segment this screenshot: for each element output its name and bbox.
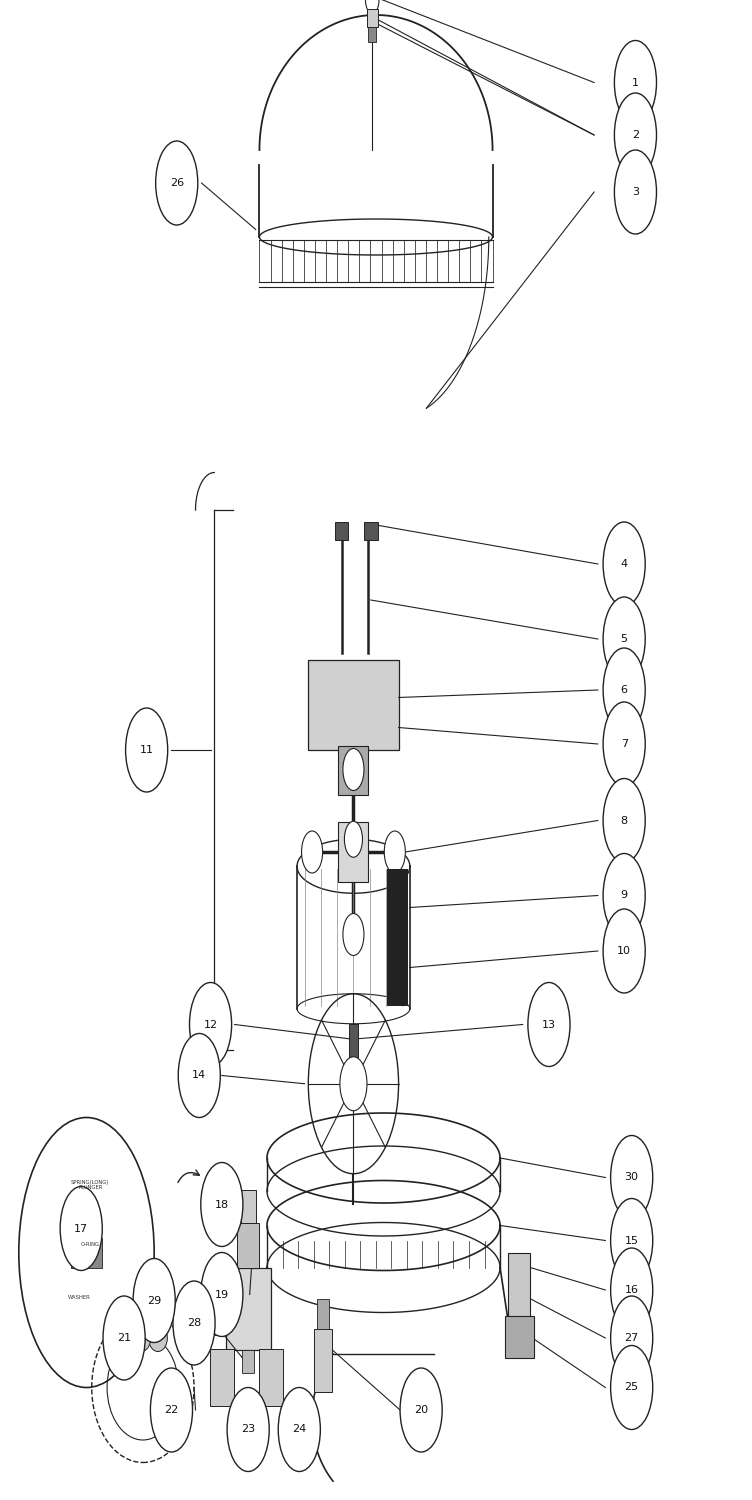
Circle shape bbox=[603, 853, 645, 938]
Circle shape bbox=[150, 1368, 193, 1452]
Circle shape bbox=[278, 1388, 320, 1472]
Circle shape bbox=[340, 1058, 367, 1110]
Text: 20: 20 bbox=[414, 1406, 428, 1414]
Text: 11: 11 bbox=[140, 746, 153, 754]
Circle shape bbox=[614, 150, 656, 234]
Text: WASHER: WASHER bbox=[68, 1294, 90, 1300]
Text: 23: 23 bbox=[241, 1425, 255, 1434]
Text: SPRING(LONG)
PLUNGER: SPRING(LONG) PLUNGER bbox=[71, 1179, 110, 1191]
Circle shape bbox=[400, 1368, 442, 1452]
Circle shape bbox=[173, 1281, 215, 1365]
Bar bbox=[308, 660, 399, 750]
Text: 27: 27 bbox=[625, 1334, 638, 1342]
Circle shape bbox=[343, 748, 364, 790]
Circle shape bbox=[103, 1296, 145, 1380]
Circle shape bbox=[19, 1118, 154, 1388]
Bar bbox=[71, 1238, 102, 1268]
Circle shape bbox=[603, 778, 645, 862]
Circle shape bbox=[614, 93, 656, 177]
Bar bbox=[242, 1350, 254, 1372]
Bar bbox=[210, 1348, 234, 1406]
Circle shape bbox=[302, 831, 323, 873]
Text: 26: 26 bbox=[170, 178, 183, 188]
Circle shape bbox=[201, 1162, 243, 1246]
Text: 8: 8 bbox=[620, 816, 628, 825]
Circle shape bbox=[156, 141, 198, 225]
Text: 13: 13 bbox=[542, 1020, 556, 1029]
Circle shape bbox=[190, 982, 232, 1066]
Text: 16: 16 bbox=[625, 1286, 638, 1294]
Text: 28: 28 bbox=[187, 1318, 201, 1328]
Text: 3: 3 bbox=[632, 188, 639, 196]
Circle shape bbox=[201, 1252, 243, 1336]
Circle shape bbox=[365, 0, 379, 13]
Bar bbox=[241, 1190, 256, 1222]
Bar bbox=[317, 1299, 329, 1329]
Ellipse shape bbox=[115, 1324, 134, 1352]
Bar bbox=[237, 1222, 259, 1268]
Bar bbox=[259, 1348, 283, 1406]
Bar bbox=[314, 1329, 332, 1392]
Text: 17: 17 bbox=[74, 1224, 88, 1233]
Bar bbox=[364, 522, 378, 540]
Text: 12: 12 bbox=[204, 1020, 217, 1029]
Ellipse shape bbox=[148, 1324, 167, 1352]
Circle shape bbox=[614, 40, 656, 125]
Circle shape bbox=[603, 648, 645, 732]
Circle shape bbox=[611, 1136, 653, 1220]
Circle shape bbox=[343, 914, 364, 956]
Text: 2: 2 bbox=[632, 130, 639, 140]
Text: 10: 10 bbox=[617, 946, 631, 956]
Text: 24: 24 bbox=[293, 1425, 306, 1434]
Text: 21: 21 bbox=[117, 1334, 131, 1342]
Circle shape bbox=[133, 1258, 175, 1342]
Text: 5: 5 bbox=[620, 634, 628, 644]
Bar bbox=[335, 522, 348, 540]
Circle shape bbox=[603, 597, 645, 681]
Text: O-RING: O-RING bbox=[80, 1242, 100, 1248]
Text: 19: 19 bbox=[215, 1290, 229, 1299]
Bar bbox=[338, 746, 368, 795]
Circle shape bbox=[611, 1248, 653, 1332]
Circle shape bbox=[603, 909, 645, 993]
Bar bbox=[349, 1023, 358, 1062]
Text: 1: 1 bbox=[632, 78, 639, 87]
Circle shape bbox=[611, 1198, 653, 1282]
Circle shape bbox=[611, 1346, 653, 1430]
Bar bbox=[505, 1316, 534, 1358]
Circle shape bbox=[528, 982, 570, 1066]
Bar bbox=[387, 870, 408, 1005]
Circle shape bbox=[344, 822, 362, 858]
Text: 7: 7 bbox=[620, 740, 628, 748]
Bar bbox=[338, 822, 368, 882]
Text: 29: 29 bbox=[147, 1296, 161, 1305]
Text: 15: 15 bbox=[625, 1236, 638, 1245]
Text: 6: 6 bbox=[620, 686, 628, 694]
Text: 25: 25 bbox=[625, 1383, 638, 1392]
Text: 18: 18 bbox=[215, 1200, 229, 1209]
Text: 14: 14 bbox=[193, 1071, 206, 1080]
Circle shape bbox=[384, 831, 405, 873]
Circle shape bbox=[603, 702, 645, 786]
Bar bbox=[226, 1268, 271, 1350]
Bar bbox=[508, 1252, 530, 1320]
Bar bbox=[368, 27, 376, 42]
Circle shape bbox=[60, 1186, 102, 1270]
Circle shape bbox=[603, 522, 645, 606]
Ellipse shape bbox=[132, 1324, 150, 1352]
Text: 9: 9 bbox=[620, 891, 628, 900]
Circle shape bbox=[227, 1388, 269, 1472]
Text: 22: 22 bbox=[165, 1406, 178, 1414]
Text: 30: 30 bbox=[625, 1173, 638, 1182]
Text: 4: 4 bbox=[620, 560, 628, 568]
Circle shape bbox=[611, 1296, 653, 1380]
Circle shape bbox=[126, 708, 168, 792]
Circle shape bbox=[178, 1034, 220, 1118]
Bar bbox=[367, 9, 378, 27]
Bar bbox=[211, 1298, 226, 1335]
